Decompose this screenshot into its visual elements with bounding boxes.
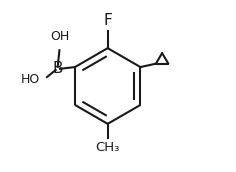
Text: CH₃: CH₃ — [96, 141, 120, 154]
Text: HO: HO — [21, 73, 40, 87]
Text: OH: OH — [50, 30, 69, 43]
Text: F: F — [103, 13, 112, 28]
Text: B: B — [52, 61, 63, 76]
